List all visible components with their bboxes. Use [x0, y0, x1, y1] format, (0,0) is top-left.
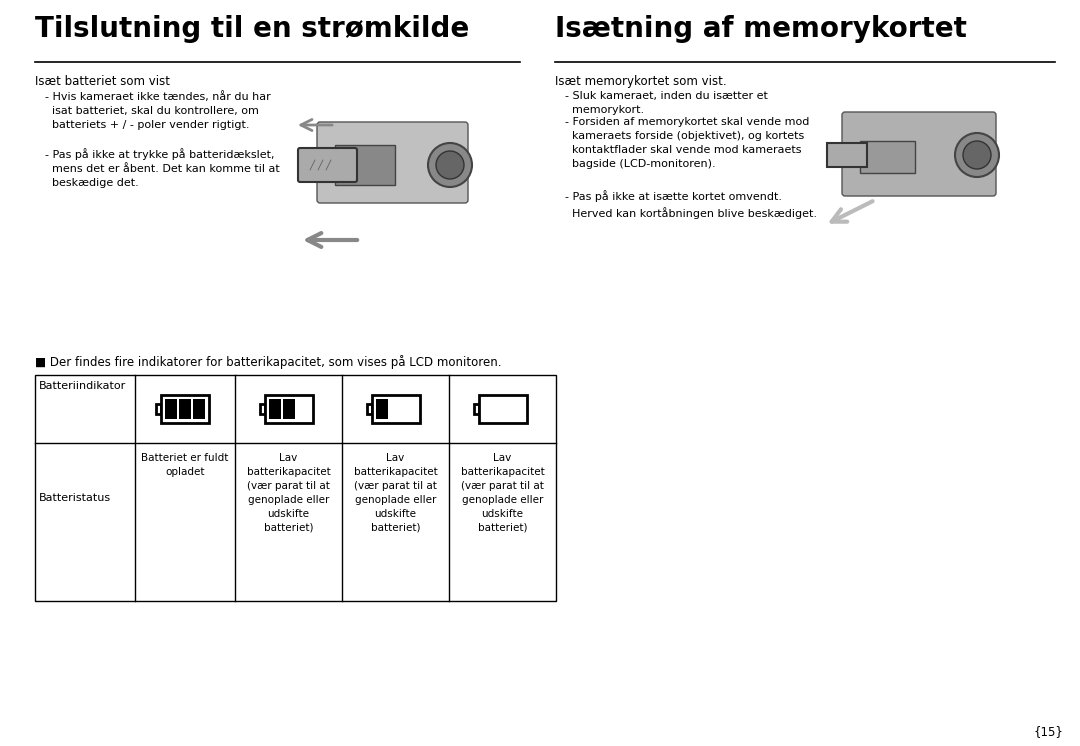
Text: Lav
batterikapacitet
(vær parat til at
genoplade eller
udskifte
batteriet): Lav batterikapacitet (vær parat til at g… [461, 453, 544, 533]
Text: Lav
batterikapacitet
(vær parat til at
genoplade eller
udskifte
batteriet): Lav batterikapacitet (vær parat til at g… [353, 453, 437, 533]
Text: Isætning af memorykortet: Isætning af memorykortet [555, 15, 967, 43]
Bar [335, 145, 395, 185]
Bar [35, 375, 556, 601]
Bar [259, 404, 265, 414]
FancyBboxPatch shape [298, 148, 357, 182]
Bar [372, 395, 419, 423]
Bar [265, 395, 312, 423]
Text: Batteriet er fuldt
opladet: Batteriet er fuldt opladet [141, 453, 229, 477]
Text: - Sluk kameraet, inden du isætter et
  memorykort.: - Sluk kameraet, inden du isætter et mem… [565, 91, 768, 115]
Text: Batteriindikator: Batteriindikator [39, 381, 126, 391]
Bar [478, 395, 527, 423]
Bar [165, 399, 177, 419]
FancyBboxPatch shape [318, 122, 468, 203]
Bar [179, 399, 191, 419]
Text: Lav
batterikapacitet
(vær parat til at
genoplade eller
udskifte
batteriet): Lav batterikapacitet (vær parat til at g… [246, 453, 330, 533]
Text: - Forsiden af memorykortet skal vende mod
  kameraets forside (objektivet), og k: - Forsiden af memorykortet skal vende mo… [565, 117, 809, 169]
Bar [269, 399, 281, 419]
Circle shape [428, 143, 472, 187]
Bar [860, 141, 915, 173]
Bar [473, 404, 478, 414]
Text: Isæt batteriet som vist: Isæt batteriet som vist [35, 75, 170, 88]
Circle shape [963, 141, 991, 169]
Text: Isæt memorykortet som vist.: Isæt memorykortet som vist. [555, 75, 727, 88]
Bar [161, 395, 210, 423]
Bar [376, 399, 388, 419]
Text: {15}: {15} [1034, 725, 1063, 738]
Text: - Pas på ikke at isætte kortet omvendt.
  Herved kan kortåbningen blive beskædig: - Pas på ikke at isætte kortet omvendt. … [565, 190, 816, 219]
Bar [193, 399, 205, 419]
FancyBboxPatch shape [842, 112, 996, 196]
Text: Batteristatus: Batteristatus [39, 493, 111, 503]
Bar [366, 404, 372, 414]
Bar [283, 399, 295, 419]
Bar [156, 404, 161, 414]
Text: - Pas på ikke at trykke på batteridækslet,
  mens det er åbent. Det kan komme ti: - Pas på ikke at trykke på batteridæksle… [45, 148, 280, 188]
Circle shape [955, 133, 999, 177]
Bar [827, 143, 867, 167]
Text: - Hvis kameraet ikke tændes, når du har
  isat batteriet, skal du kontrollere, o: - Hvis kameraet ikke tændes, når du har … [45, 91, 271, 130]
Text: ■ Der findes fire indikatorer for batterikapacitet, som vises på LCD monitoren.: ■ Der findes fire indikatorer for batter… [35, 355, 501, 369]
Circle shape [436, 151, 464, 179]
Text: Tilslutning til en strømkilde: Tilslutning til en strømkilde [35, 15, 469, 43]
